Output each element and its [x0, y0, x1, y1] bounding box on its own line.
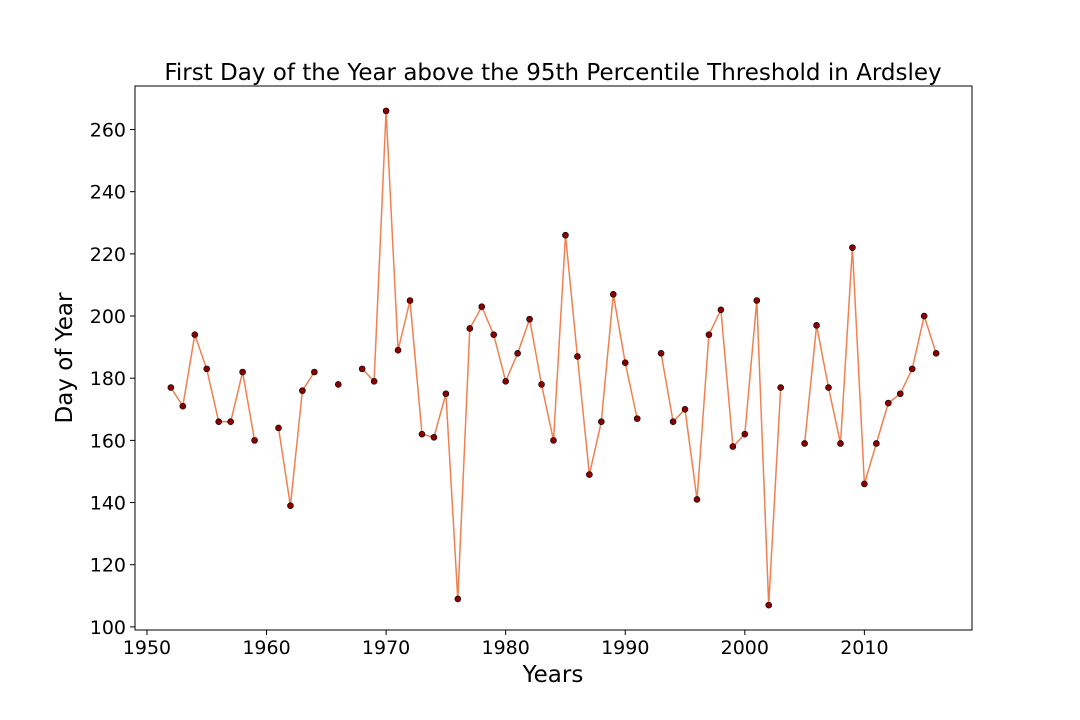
data-point — [932, 350, 940, 357]
series-line — [803, 247, 937, 485]
data-point — [920, 312, 928, 320]
data-point — [849, 244, 856, 251]
data-point — [574, 353, 581, 360]
data-point — [621, 359, 629, 366]
data-point — [239, 368, 246, 376]
data-point — [873, 440, 880, 447]
data-point — [825, 384, 832, 391]
data-point — [765, 601, 773, 609]
data-point — [753, 297, 761, 304]
data-point — [896, 390, 904, 398]
y-tick-label: 200 — [90, 306, 126, 328]
data-point — [801, 440, 808, 447]
data-point — [884, 399, 892, 407]
data-point — [693, 496, 701, 503]
data-point — [502, 378, 509, 385]
y-axis-title: Day of Year — [52, 292, 78, 423]
data-point — [705, 331, 713, 338]
data-point — [251, 437, 258, 444]
data-point — [861, 480, 868, 488]
x-tick-label: 1970 — [362, 637, 410, 659]
data-point — [191, 331, 199, 338]
data-point — [729, 443, 737, 450]
data-point — [538, 381, 545, 388]
data-point — [299, 387, 306, 394]
data-point — [550, 437, 557, 444]
x-tick-label: 1980 — [481, 637, 529, 659]
y-tick-label: 160 — [90, 430, 126, 452]
data-point — [609, 290, 617, 298]
data-point — [334, 381, 342, 388]
data-point — [167, 384, 175, 391]
data-point — [837, 440, 844, 447]
data-point — [813, 322, 820, 329]
data-point — [203, 365, 211, 373]
series-line — [361, 110, 638, 599]
data-point — [287, 502, 294, 509]
y-tick-label: 120 — [90, 555, 126, 577]
data-point — [370, 378, 378, 385]
data-point — [466, 325, 474, 332]
chart-title: First Day of the Year above the 95th Per… — [164, 60, 941, 86]
data-point — [454, 595, 462, 603]
data-point — [777, 384, 784, 391]
data-point — [514, 350, 521, 357]
data-point — [358, 365, 366, 373]
data-point — [717, 306, 725, 314]
series-group — [167, 107, 940, 609]
plot-area — [134, 85, 973, 631]
y-axis: 100 120 140 160 180 200 220 240 260 — [90, 120, 135, 639]
data-point — [179, 402, 187, 410]
data-point — [311, 368, 318, 376]
data-point — [586, 471, 593, 478]
series-line — [170, 334, 256, 441]
data-point — [394, 346, 402, 354]
data-point — [442, 390, 450, 398]
x-tick-label: 1990 — [601, 637, 649, 659]
x-tick-label: 1950 — [123, 637, 171, 659]
data-point — [430, 433, 438, 441]
data-point — [418, 430, 426, 438]
data-point — [657, 350, 665, 357]
y-tick-label: 240 — [90, 182, 126, 204]
x-axis-title: Years — [522, 662, 584, 688]
data-point — [275, 424, 282, 432]
y-tick-label: 180 — [90, 368, 126, 390]
series-line — [277, 371, 316, 506]
x-tick-label: 2010 — [840, 637, 888, 659]
data-point — [406, 297, 414, 304]
data-point — [490, 331, 498, 338]
data-point — [633, 415, 641, 422]
data-point — [562, 231, 569, 239]
x-axis: 1950 1960 1970 1980 1990 2000 2010 — [123, 630, 889, 659]
y-tick-label: 220 — [90, 244, 126, 266]
x-tick-label: 2000 — [721, 637, 769, 659]
data-point — [526, 315, 533, 323]
data-point — [669, 418, 677, 426]
data-point — [681, 405, 689, 413]
y-tick-label: 100 — [90, 617, 126, 639]
y-tick-label: 140 — [90, 493, 126, 515]
data-point — [215, 418, 222, 426]
data-point — [741, 430, 749, 438]
data-point — [598, 418, 605, 426]
data-point — [382, 107, 390, 115]
data-point — [227, 418, 234, 426]
data-point — [478, 303, 486, 311]
y-tick-label: 260 — [90, 120, 126, 142]
x-tick-label: 1960 — [242, 637, 290, 659]
data-point — [908, 365, 916, 373]
